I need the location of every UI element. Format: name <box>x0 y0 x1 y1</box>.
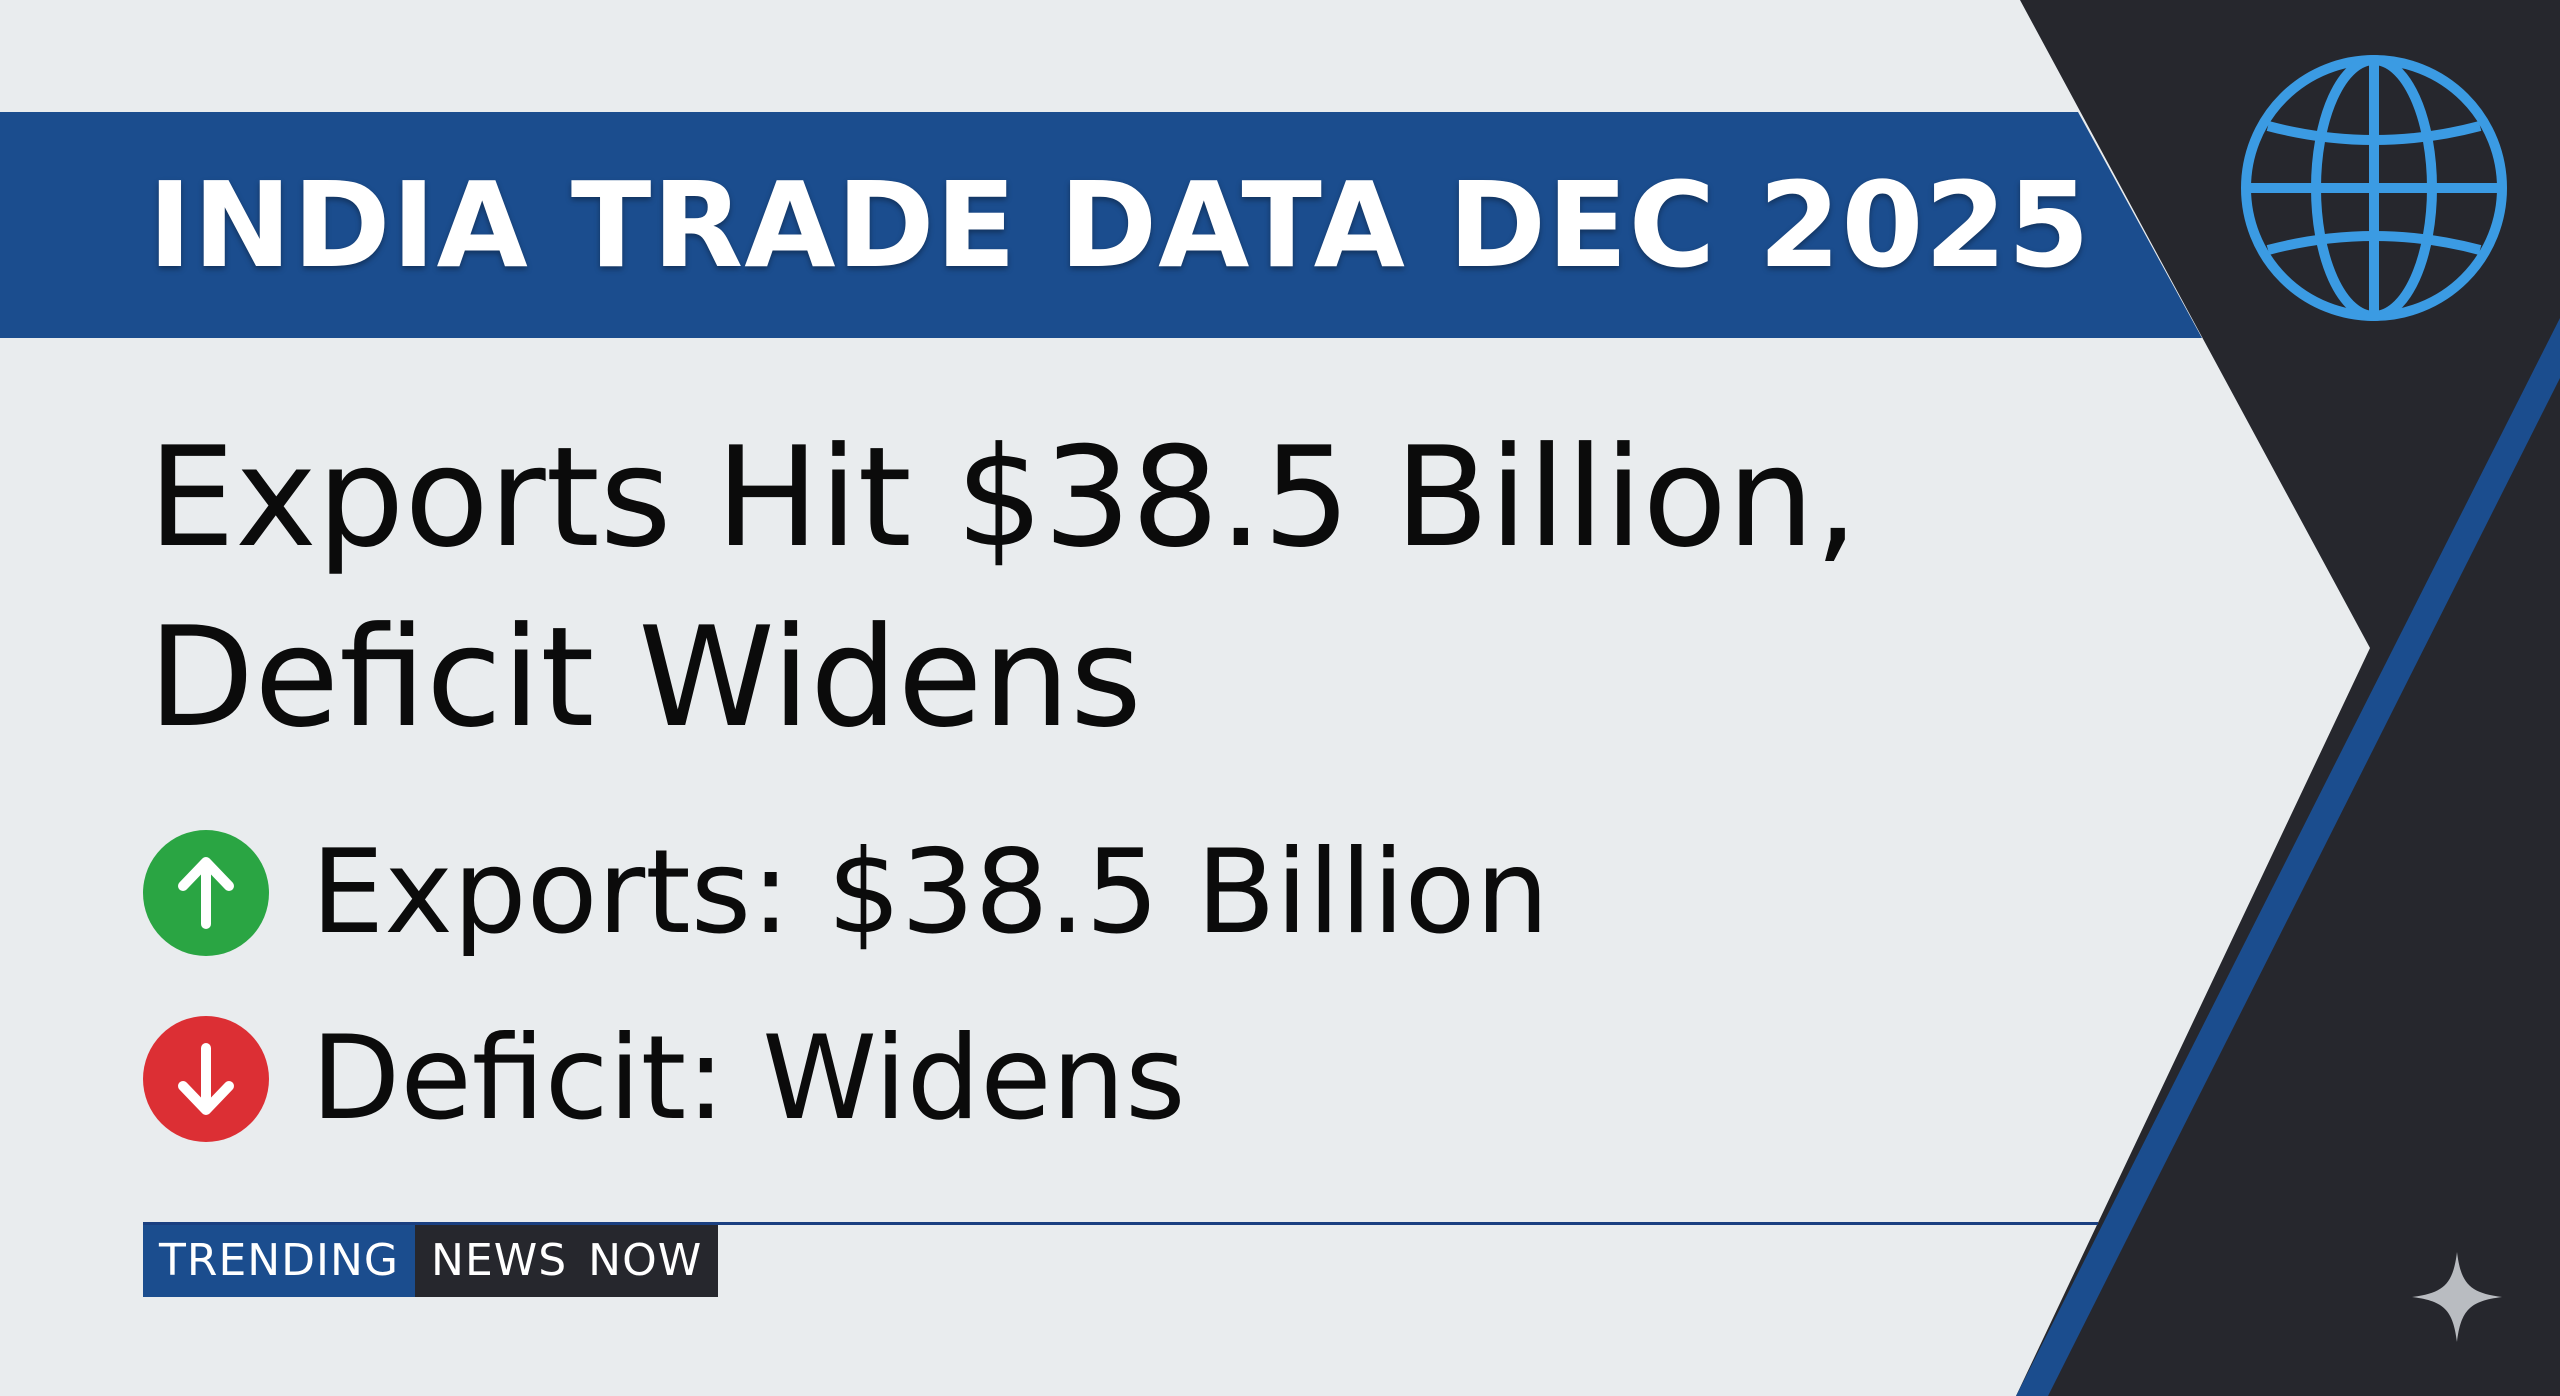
ticker-news-now: NEWS NOW <box>415 1225 719 1297</box>
stat-exports-label: Exports: $38.5 Billion <box>311 825 1550 960</box>
ticker-trending: TRENDING <box>143 1225 416 1297</box>
stat-exports: Exports: $38.5 Billion <box>143 830 1549 956</box>
arrow-up-icon <box>143 830 269 956</box>
banner-title: INDIA TRADE DATA DEC 2025 <box>148 156 2091 294</box>
headline-line-1: Exports Hit $38.5 Billion, <box>148 417 1859 578</box>
headline-line-2: Deficit Widens <box>148 597 1142 758</box>
globe-icon <box>2241 55 2507 321</box>
arrow-down-icon <box>143 1016 269 1142</box>
dark-panel <box>2016 0 2560 1396</box>
accent-stripe <box>2016 318 2560 1396</box>
stat-deficit: Deficit: Widens <box>143 1016 1186 1142</box>
ticker-badge: TRENDING NEWS NOW <box>143 1225 719 1297</box>
sparkle-icon <box>2412 1252 2502 1342</box>
footer-divider <box>143 1222 2098 1225</box>
title-band <box>0 112 2202 338</box>
stat-deficit-label: Deficit: Widens <box>311 1011 1186 1146</box>
